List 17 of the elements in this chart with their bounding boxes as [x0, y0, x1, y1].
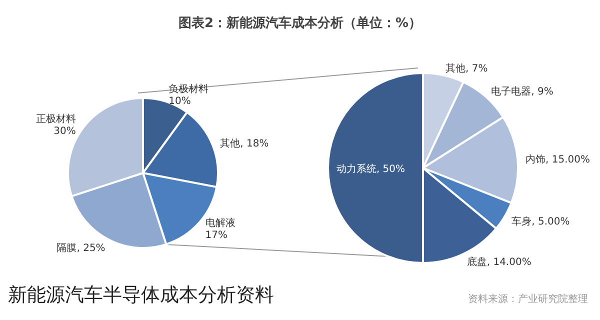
text: 资料来源：产业研究院整理 — [468, 292, 588, 306]
data-label: 17% — [205, 230, 228, 241]
slice-label: 负极材料 — [168, 83, 209, 96]
data-label: 10% — [168, 96, 191, 108]
slice-label: 其他, 7% — [445, 62, 488, 74]
slice-label: 车身, 5.00% — [512, 215, 570, 228]
slice-label: 动力系统, 50% — [336, 163, 406, 175]
slice-label: 内饰, 15.00% — [526, 153, 590, 166]
text: 新能源汽车半导体成本分析资料 — [8, 283, 274, 308]
text: 图表2：新能源汽车成本分析（单位：%） — [177, 14, 423, 32]
slice-label: 其他, 18% — [220, 137, 269, 150]
slice-label: 电子电器, 9% — [491, 86, 554, 98]
slice-label: 隔膜, 25% — [56, 242, 106, 254]
slice-label: 底盘, 14.00% — [466, 256, 532, 268]
slice-label: 正极材料 — [36, 113, 76, 126]
slice-label: 电解液 — [205, 216, 236, 229]
data-label: 30% — [54, 126, 76, 138]
